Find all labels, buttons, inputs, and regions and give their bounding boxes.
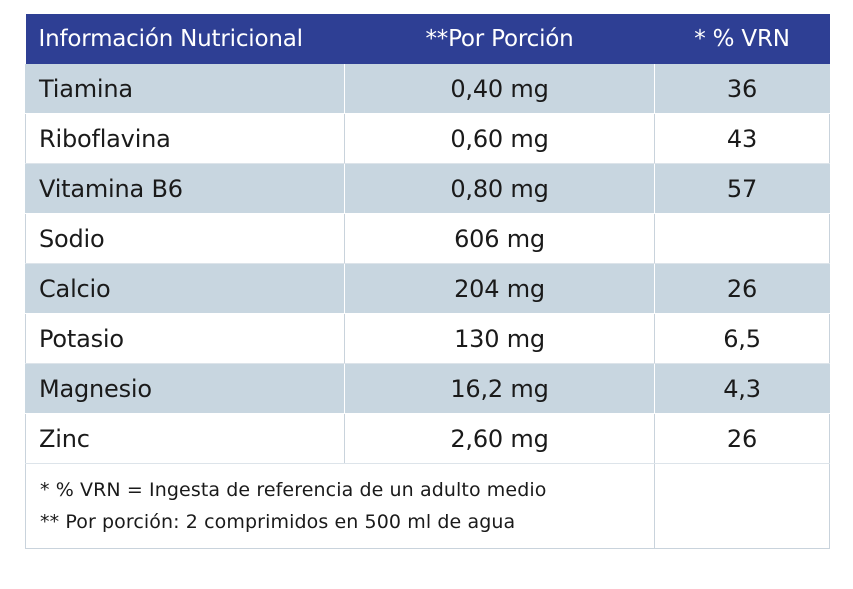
nutrient-amount: 0,60 mg — [344, 113, 655, 164]
table-row: Zinc 2,60 mg 26 — [25, 413, 830, 464]
footnote-empty-cell — [654, 463, 830, 549]
nutrient-vrn: 43 — [654, 113, 830, 164]
nutrient-name: Vitamina B6 — [25, 163, 345, 214]
nutrient-vrn: 26 — [654, 413, 830, 464]
nutrient-vrn: 26 — [654, 263, 830, 314]
table-row: Riboflavina 0,60 mg 43 — [25, 113, 830, 164]
footnote-cell: * % VRN = Ingesta de referencia de un ad… — [25, 463, 655, 549]
nutrient-amount: 606 mg — [344, 213, 655, 264]
table-row: Tiamina 0,40 mg 36 — [25, 64, 830, 114]
table-row: Sodio 606 mg — [25, 213, 830, 264]
footnote-serving: ** Por porción: 2 comprimidos en 500 ml … — [40, 511, 516, 533]
nutrient-amount: 2,60 mg — [344, 413, 655, 464]
table-row: Magnesio 16,2 mg 4,3 — [25, 363, 830, 414]
nutrient-vrn: 36 — [654, 64, 830, 114]
header-per-serving: **Por Porción — [344, 14, 655, 64]
nutrient-name: Sodio — [25, 213, 345, 264]
nutrient-vrn: 6,5 — [654, 313, 830, 364]
footnotes: * % VRN = Ingesta de referencia de un ad… — [26, 474, 654, 538]
table-row: Vitamina B6 0,80 mg 57 — [25, 163, 830, 214]
nutrient-amount: 204 mg — [344, 263, 655, 314]
header-vrn: * % VRN — [654, 14, 830, 64]
nutrient-amount: 0,80 mg — [344, 163, 655, 214]
nutrient-amount: 16,2 mg — [344, 363, 655, 414]
header-nutrition-info: Información Nutricional — [25, 14, 345, 64]
nutrient-amount: 0,40 mg — [344, 64, 655, 114]
nutrient-name: Calcio — [25, 263, 345, 314]
nutrient-vrn — [654, 213, 830, 264]
header-row: Información Nutricional **Por Porción * … — [25, 14, 830, 64]
nutrient-name: Zinc — [25, 413, 345, 464]
nutrient-name: Riboflavina — [25, 113, 345, 164]
footnote-vrn: * % VRN = Ingesta de referencia de un ad… — [40, 479, 547, 501]
footnote-row: * % VRN = Ingesta de referencia de un ad… — [25, 463, 830, 549]
nutrient-name: Tiamina — [25, 64, 345, 114]
table-row: Calcio 204 mg 26 — [25, 263, 830, 314]
nutrient-vrn: 57 — [654, 163, 830, 214]
nutrient-amount: 130 mg — [344, 313, 655, 364]
nutrient-vrn: 4,3 — [654, 363, 830, 414]
nutrient-name: Magnesio — [25, 363, 345, 414]
nutrition-table: Información Nutricional **Por Porción * … — [25, 14, 830, 549]
nutrient-name: Potasio — [25, 313, 345, 364]
table-row: Potasio 130 mg 6,5 — [25, 313, 830, 364]
